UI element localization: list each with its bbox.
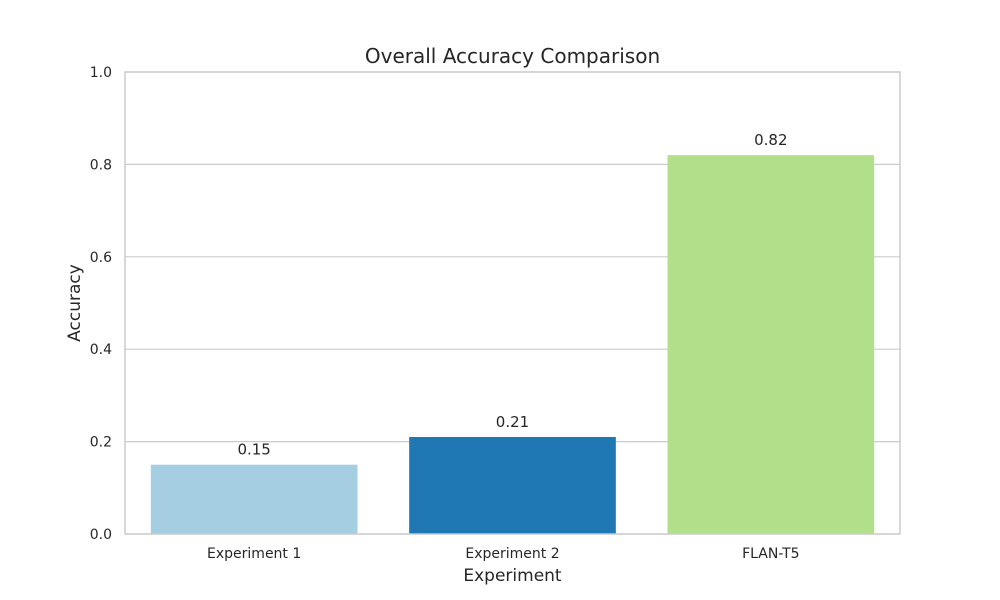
bar-value-label: 0.21: [496, 413, 529, 431]
x-axis-ticks: Experiment 1 Experiment 2 FLAN-T5: [207, 546, 800, 562]
plot-frame: [124, 71, 901, 535]
x-tick-label: FLAN-T5: [742, 546, 799, 562]
x-tick-label: Experiment 2: [465, 546, 559, 562]
y-tick-label: 1.0: [90, 65, 112, 81]
bar: [150, 464, 358, 534]
y-tick-label: 0.4: [90, 342, 112, 358]
y-axis-label: Accuracy: [65, 264, 85, 342]
data-labels: 0.15 0.21 0.82: [237, 131, 787, 459]
chart-title: Overall Accuracy Comparison: [365, 44, 660, 68]
bar-value-label: 0.82: [754, 131, 787, 149]
x-axis-label: Experiment: [463, 566, 562, 586]
bar: [667, 155, 875, 534]
x-tick-label: Experiment 1: [207, 546, 301, 562]
bars: [150, 155, 875, 534]
bar-value-label: 0.15: [237, 441, 270, 459]
y-tick-label: 0.8: [90, 157, 112, 173]
bar: [409, 436, 616, 534]
y-axis-ticks: 0.0 0.2 0.4 0.6 0.8 1.0: [90, 65, 112, 543]
y-tick-label: 0.0: [90, 527, 112, 543]
y-tick-label: 0.6: [90, 250, 112, 266]
y-tick-label: 0.2: [90, 435, 112, 451]
